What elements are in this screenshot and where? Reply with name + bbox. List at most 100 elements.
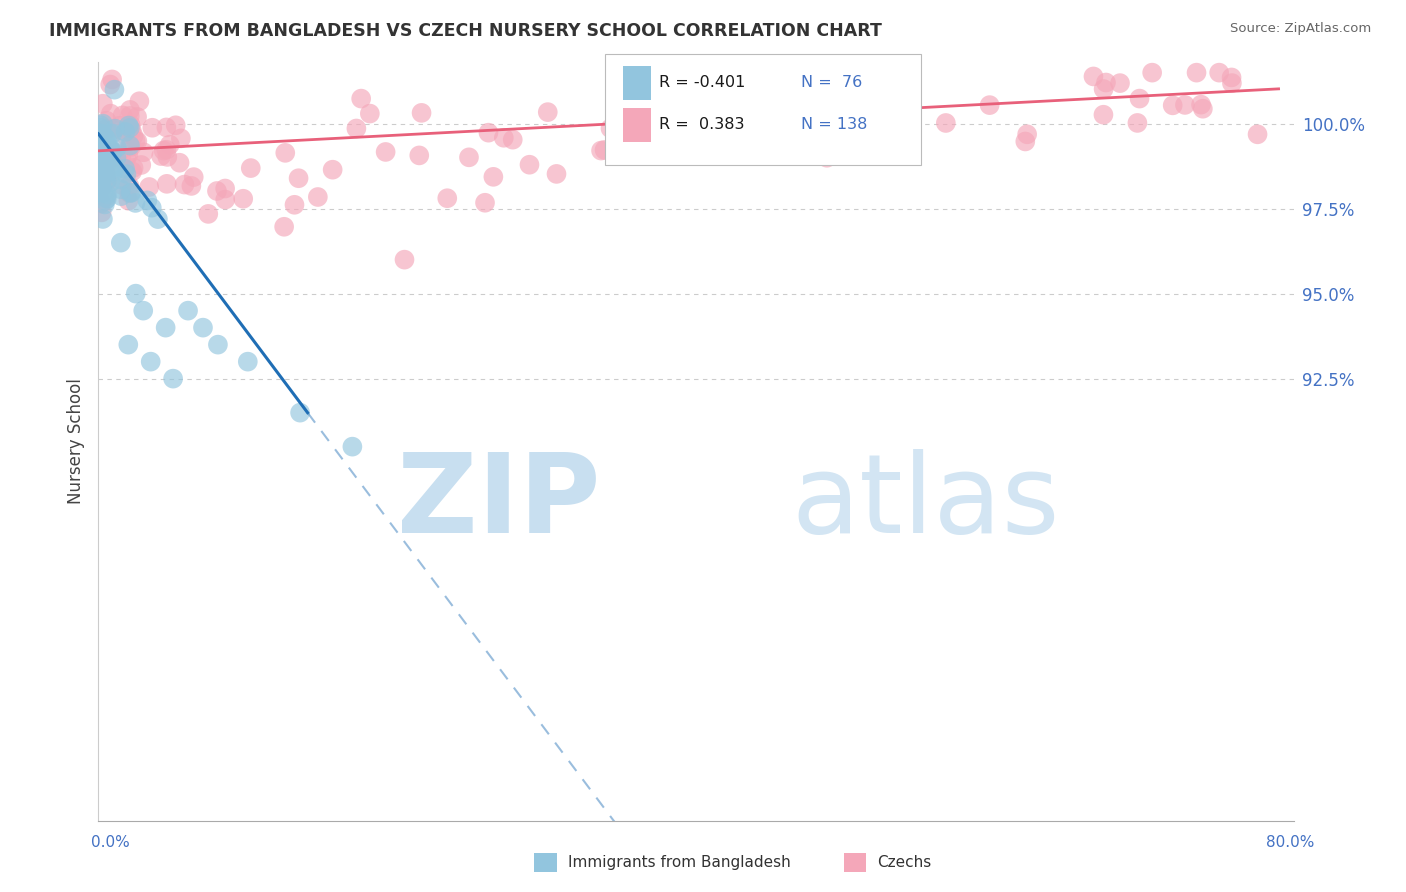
Point [214,193,236,207]
Point [436,191,458,205]
Point [96,168,118,182]
Point [120,118,142,132]
Point [100,144,122,158]
Point [89,155,111,169]
Point [273,219,295,234]
Point [93,166,115,180]
Point [617,120,640,135]
Point [1174,98,1197,112]
Point [118,120,141,135]
Point [89,127,111,141]
Point [93,142,115,156]
Point [1246,128,1268,142]
Point [89,120,111,135]
Point [114,128,136,142]
Point [1208,65,1230,79]
Point [89,127,111,141]
Point [93,135,115,149]
Point [89,168,111,182]
Point [342,440,364,454]
Point [101,148,124,162]
Point [89,185,111,199]
Point [111,178,134,192]
Point [236,354,259,368]
Point [89,126,111,140]
Point [96,169,118,183]
Point [96,192,118,206]
Point [152,144,174,158]
Point [110,182,132,196]
Point [1192,102,1215,116]
Point [191,320,214,334]
Point [132,145,155,160]
Point [96,133,118,147]
Point [197,207,219,221]
Point [322,162,344,177]
Point [860,112,883,127]
Point [94,146,117,161]
Point [1092,108,1115,122]
Point [94,161,117,175]
Text: Immigrants from Bangladesh: Immigrants from Bangladesh [568,855,790,870]
Point [91,211,114,226]
Point [474,195,496,210]
Point [359,106,381,120]
Point [350,92,373,106]
Point [111,108,134,122]
Point [98,78,121,92]
Point [89,154,111,169]
Point [1083,70,1105,84]
Point [98,176,121,190]
Point [1128,92,1150,106]
Point [89,165,111,179]
Point [89,175,111,189]
Point [458,150,481,164]
Point [374,145,396,159]
Point [89,163,111,178]
Point [91,177,114,191]
Point [537,105,560,120]
Point [91,186,114,200]
Point [105,151,128,165]
Point [122,128,145,143]
Point [155,120,177,135]
Point [124,195,146,210]
Point [93,148,115,162]
Point [287,171,309,186]
Point [118,109,141,123]
Point [1189,97,1212,112]
Point [98,140,121,154]
Point [232,192,254,206]
Point [205,184,228,198]
Point [91,147,114,161]
Point [93,129,115,144]
Point [114,161,136,176]
Point [96,174,118,188]
Point [128,94,150,108]
Point [477,126,499,140]
Point [156,177,179,191]
Point [115,152,138,166]
Point [103,160,125,174]
Point [89,178,111,193]
Point [155,143,177,157]
Point [117,119,139,133]
Point [589,144,612,158]
Point [93,154,115,169]
Point [288,406,311,420]
Point [1092,82,1115,96]
Point [125,286,148,301]
Point [546,167,568,181]
Point [1220,70,1243,85]
Point [239,161,262,175]
Point [344,121,367,136]
Text: ZIP: ZIP [396,449,600,556]
Point [90,180,112,194]
Point [183,170,205,185]
Point [101,72,124,87]
Point [94,173,117,187]
Point [165,118,187,132]
Point [117,194,139,208]
Point [849,113,872,128]
Point [138,180,160,194]
